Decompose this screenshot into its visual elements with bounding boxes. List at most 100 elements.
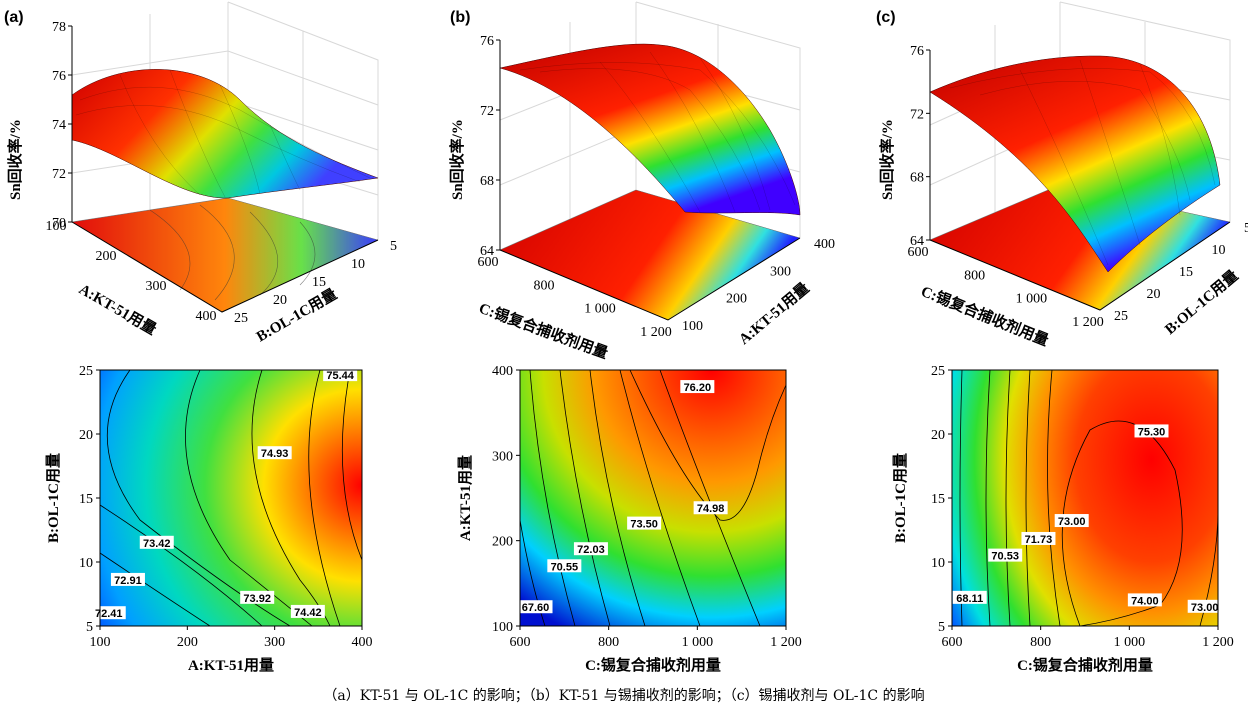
- contour-y-label-a: B:OL-1C用量: [45, 453, 62, 543]
- z-axis-label-c: Sn回收率/%: [878, 119, 896, 200]
- contour-label-bg: [693, 501, 728, 515]
- y-tick-label: 20: [931, 428, 945, 443]
- contour-label-bg: [323, 368, 358, 382]
- surface-plot-b: (b) 64 68 72 76 600 800 1 000 1 200 100 200 300 4…: [448, 1, 835, 362]
- response-surface-b: [499, 43, 801, 216]
- contour-label: 67.60: [522, 602, 550, 614]
- x-tick-label: 800: [964, 268, 985, 283]
- x-ticks-c: 600 800 1 000 1 200: [908, 245, 1104, 330]
- y-tick-label: 20: [273, 293, 287, 308]
- contour-label: 70.53: [991, 551, 1019, 563]
- z-tick-label: 76: [910, 44, 924, 59]
- contour-label: 68.11: [956, 593, 983, 605]
- z-tick-label: 76: [480, 34, 494, 49]
- contour-label: 70.55: [551, 561, 579, 573]
- z-tick-label: 70: [52, 216, 66, 231]
- y-tick-label: 10: [1212, 243, 1226, 258]
- y-axis-label-b: A:KT-51用量: [736, 280, 813, 348]
- contour-x-label-a: A:KT-51用量: [188, 657, 274, 674]
- contour-x-label-b: C:锡复合捕收剂用量: [585, 656, 721, 674]
- contour-label: 74.98: [697, 503, 725, 515]
- x-tick-label: 1 200: [1202, 635, 1234, 650]
- contour-plot-c: 75.30 73.00 71.73 70.53 68.11 74.00 73.00 600 8…: [892, 364, 1234, 674]
- contour-label: 74.93: [261, 448, 289, 460]
- contour-label: 73.92: [243, 593, 271, 605]
- x-tick-label: 100: [46, 219, 67, 234]
- y-tick-label: 100: [682, 319, 703, 334]
- z-tick-label: 64: [910, 234, 924, 249]
- y-tick-label: 10: [79, 556, 93, 571]
- x-tick-label: 800: [598, 635, 619, 650]
- contour-label: 75.30: [1138, 426, 1166, 438]
- z-tick-label: 72: [52, 167, 66, 182]
- contour-fill-c: [952, 370, 1218, 626]
- contour-label: 76.20: [684, 382, 712, 394]
- contour-label-bg: [573, 542, 608, 556]
- contour-label-bg: [1021, 531, 1056, 545]
- contour-label: 73.50: [630, 519, 658, 531]
- y-ticks-a: 25 20 15 10 5: [234, 239, 397, 326]
- x-tick-label: 400: [196, 309, 217, 324]
- z-tick-label: 68: [910, 171, 924, 186]
- y-tick-label: 5: [86, 620, 93, 635]
- y-tick-label: 300: [492, 449, 513, 464]
- contour-label-bg: [988, 548, 1023, 562]
- contour-label-bg: [257, 446, 292, 460]
- x-tick-label: 1 000: [584, 302, 616, 317]
- contour-label-bg: [547, 559, 582, 573]
- y-tick-label: 300: [770, 264, 791, 279]
- y-tick-label: 400: [814, 237, 835, 252]
- contour-label: 72.41: [95, 608, 123, 620]
- contour-labels-b: 76.20 74.98 73.50 72.03 70.55 67.60: [518, 380, 728, 614]
- contour-label: 73.00: [1058, 516, 1086, 528]
- contour-label-bg: [627, 516, 662, 530]
- contour-label-bg: [680, 380, 715, 394]
- contour-x-label-c: C:锡复合捕收剂用量: [1017, 656, 1153, 674]
- y-tick-label: 25: [79, 364, 93, 379]
- contour-label: 75.44: [326, 370, 354, 382]
- y-tick-label: 200: [492, 535, 513, 550]
- contour-label-bg: [1054, 514, 1089, 528]
- contour-label-bg: [1187, 599, 1222, 613]
- y-tick-label: 15: [1179, 265, 1193, 280]
- contour-y-ticks-c: 5 10 15 20 25: [931, 364, 952, 635]
- y-ticks-b: 100 200 300 400: [682, 237, 835, 334]
- contour-label: 73.42: [143, 538, 171, 550]
- contour-y-ticks-b: 100 200 300 400: [492, 364, 520, 635]
- x-tick-label: 1 000: [1016, 292, 1048, 307]
- y-tick-label: 5: [1244, 221, 1248, 236]
- x-tick-label: 800: [1030, 635, 1051, 650]
- x-tick-label: 800: [534, 278, 555, 293]
- x-tick-label: 600: [510, 635, 531, 650]
- x-tick-label: 100: [90, 635, 111, 650]
- y-tick-label: 400: [492, 364, 513, 379]
- y-tick-label: 15: [312, 275, 326, 290]
- y-tick-label: 10: [351, 257, 365, 272]
- x-tick-label: 300: [264, 635, 285, 650]
- y-tick-label: 200: [726, 292, 747, 307]
- x-tick-label: 1 200: [770, 635, 802, 650]
- contour-label-bg: [952, 590, 987, 604]
- z-axis-label-a: Sn回收率/%: [6, 119, 24, 200]
- contour-label: 74.00: [1131, 595, 1159, 607]
- contour-x-ticks-c: 600 800 1 000 1 200: [942, 626, 1234, 650]
- x-tick-label: 1 000: [682, 635, 714, 650]
- contour-label: 73.00: [1191, 602, 1219, 614]
- contour-label-bg: [1127, 593, 1162, 607]
- panel-label-c: (c): [876, 9, 896, 26]
- x-tick-label: 1 200: [1072, 315, 1104, 330]
- x-tick-label: 300: [146, 279, 167, 294]
- z-tick-label: 76: [52, 69, 66, 84]
- y-tick-label: 15: [79, 492, 93, 507]
- x-tick-label: 600: [908, 245, 929, 260]
- x-tick-label: 1 000: [1114, 635, 1146, 650]
- x-tick-label: 600: [478, 255, 499, 270]
- z-ticks-a: 70 72 74 76 78: [52, 20, 72, 231]
- y-tick-label: 5: [938, 620, 945, 635]
- x-ticks-a: 400 300 200 100: [46, 219, 217, 324]
- y-tick-label: 25: [234, 311, 248, 326]
- z-ticks-c: 64 68 72 76: [910, 44, 930, 249]
- surface-plot-a: (a) 70 72 74 76 78 400 300 200 100 25 20 15 10 5 Sn…: [4, 1, 397, 345]
- contour-label-bg: [110, 572, 145, 586]
